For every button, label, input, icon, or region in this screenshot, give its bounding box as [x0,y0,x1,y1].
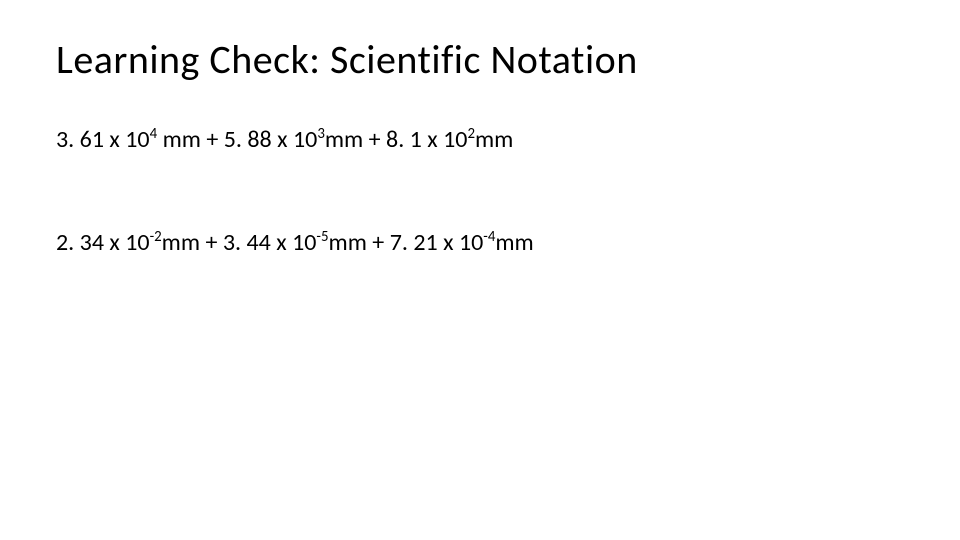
operator: + [372,228,389,257]
term-exp: -2 [150,227,162,245]
term-coef: 2. 34 [56,228,104,257]
term-base: 10 [293,125,317,154]
term-unit: mm [162,228,200,257]
operator: + [369,125,386,154]
slide-title: Learning Check: Scientific Notation [56,36,904,84]
term-exp: 2 [467,124,475,142]
term-base: 10 [125,228,149,257]
operator: + [206,125,223,154]
term-base: 10 [459,228,483,257]
operator: + [205,228,222,257]
term-coef: 3. 44 [223,228,271,257]
equation-line-2: 2. 34 x 10-2mm + 3. 44 x 10-5mm + 7. 21 … [56,227,904,258]
term-coef: 8. 1 [386,125,422,154]
term-exp: 3 [317,124,325,142]
equation-line-1: 3. 61 x 104 mm + 5. 88 x 103mm + 8. 1 x … [56,124,904,155]
term-base: 10 [443,125,467,154]
term-x: x [109,228,125,257]
term-exp: -4 [483,227,495,245]
term-base: 10 [125,125,149,154]
term-unit: mm [163,125,201,154]
term-coef: 5. 88 [224,125,272,154]
term-base: 10 [292,228,316,257]
term-x: x [443,228,459,257]
term-x: x [427,125,443,154]
slide: Learning Check: Scientific Notation 3. 6… [0,0,960,540]
term-coef: 3. 61 [56,125,104,154]
term-unit: mm [325,125,363,154]
term-unit: mm [329,228,367,257]
term-unit: mm [495,228,533,257]
term-x: x [109,125,125,154]
term-exp: 4 [150,124,158,142]
term-x: x [276,228,292,257]
term-unit: mm [475,125,513,154]
term-coef: 7. 21 [390,228,438,257]
term-x: x [277,125,293,154]
term-exp: -5 [316,227,328,245]
